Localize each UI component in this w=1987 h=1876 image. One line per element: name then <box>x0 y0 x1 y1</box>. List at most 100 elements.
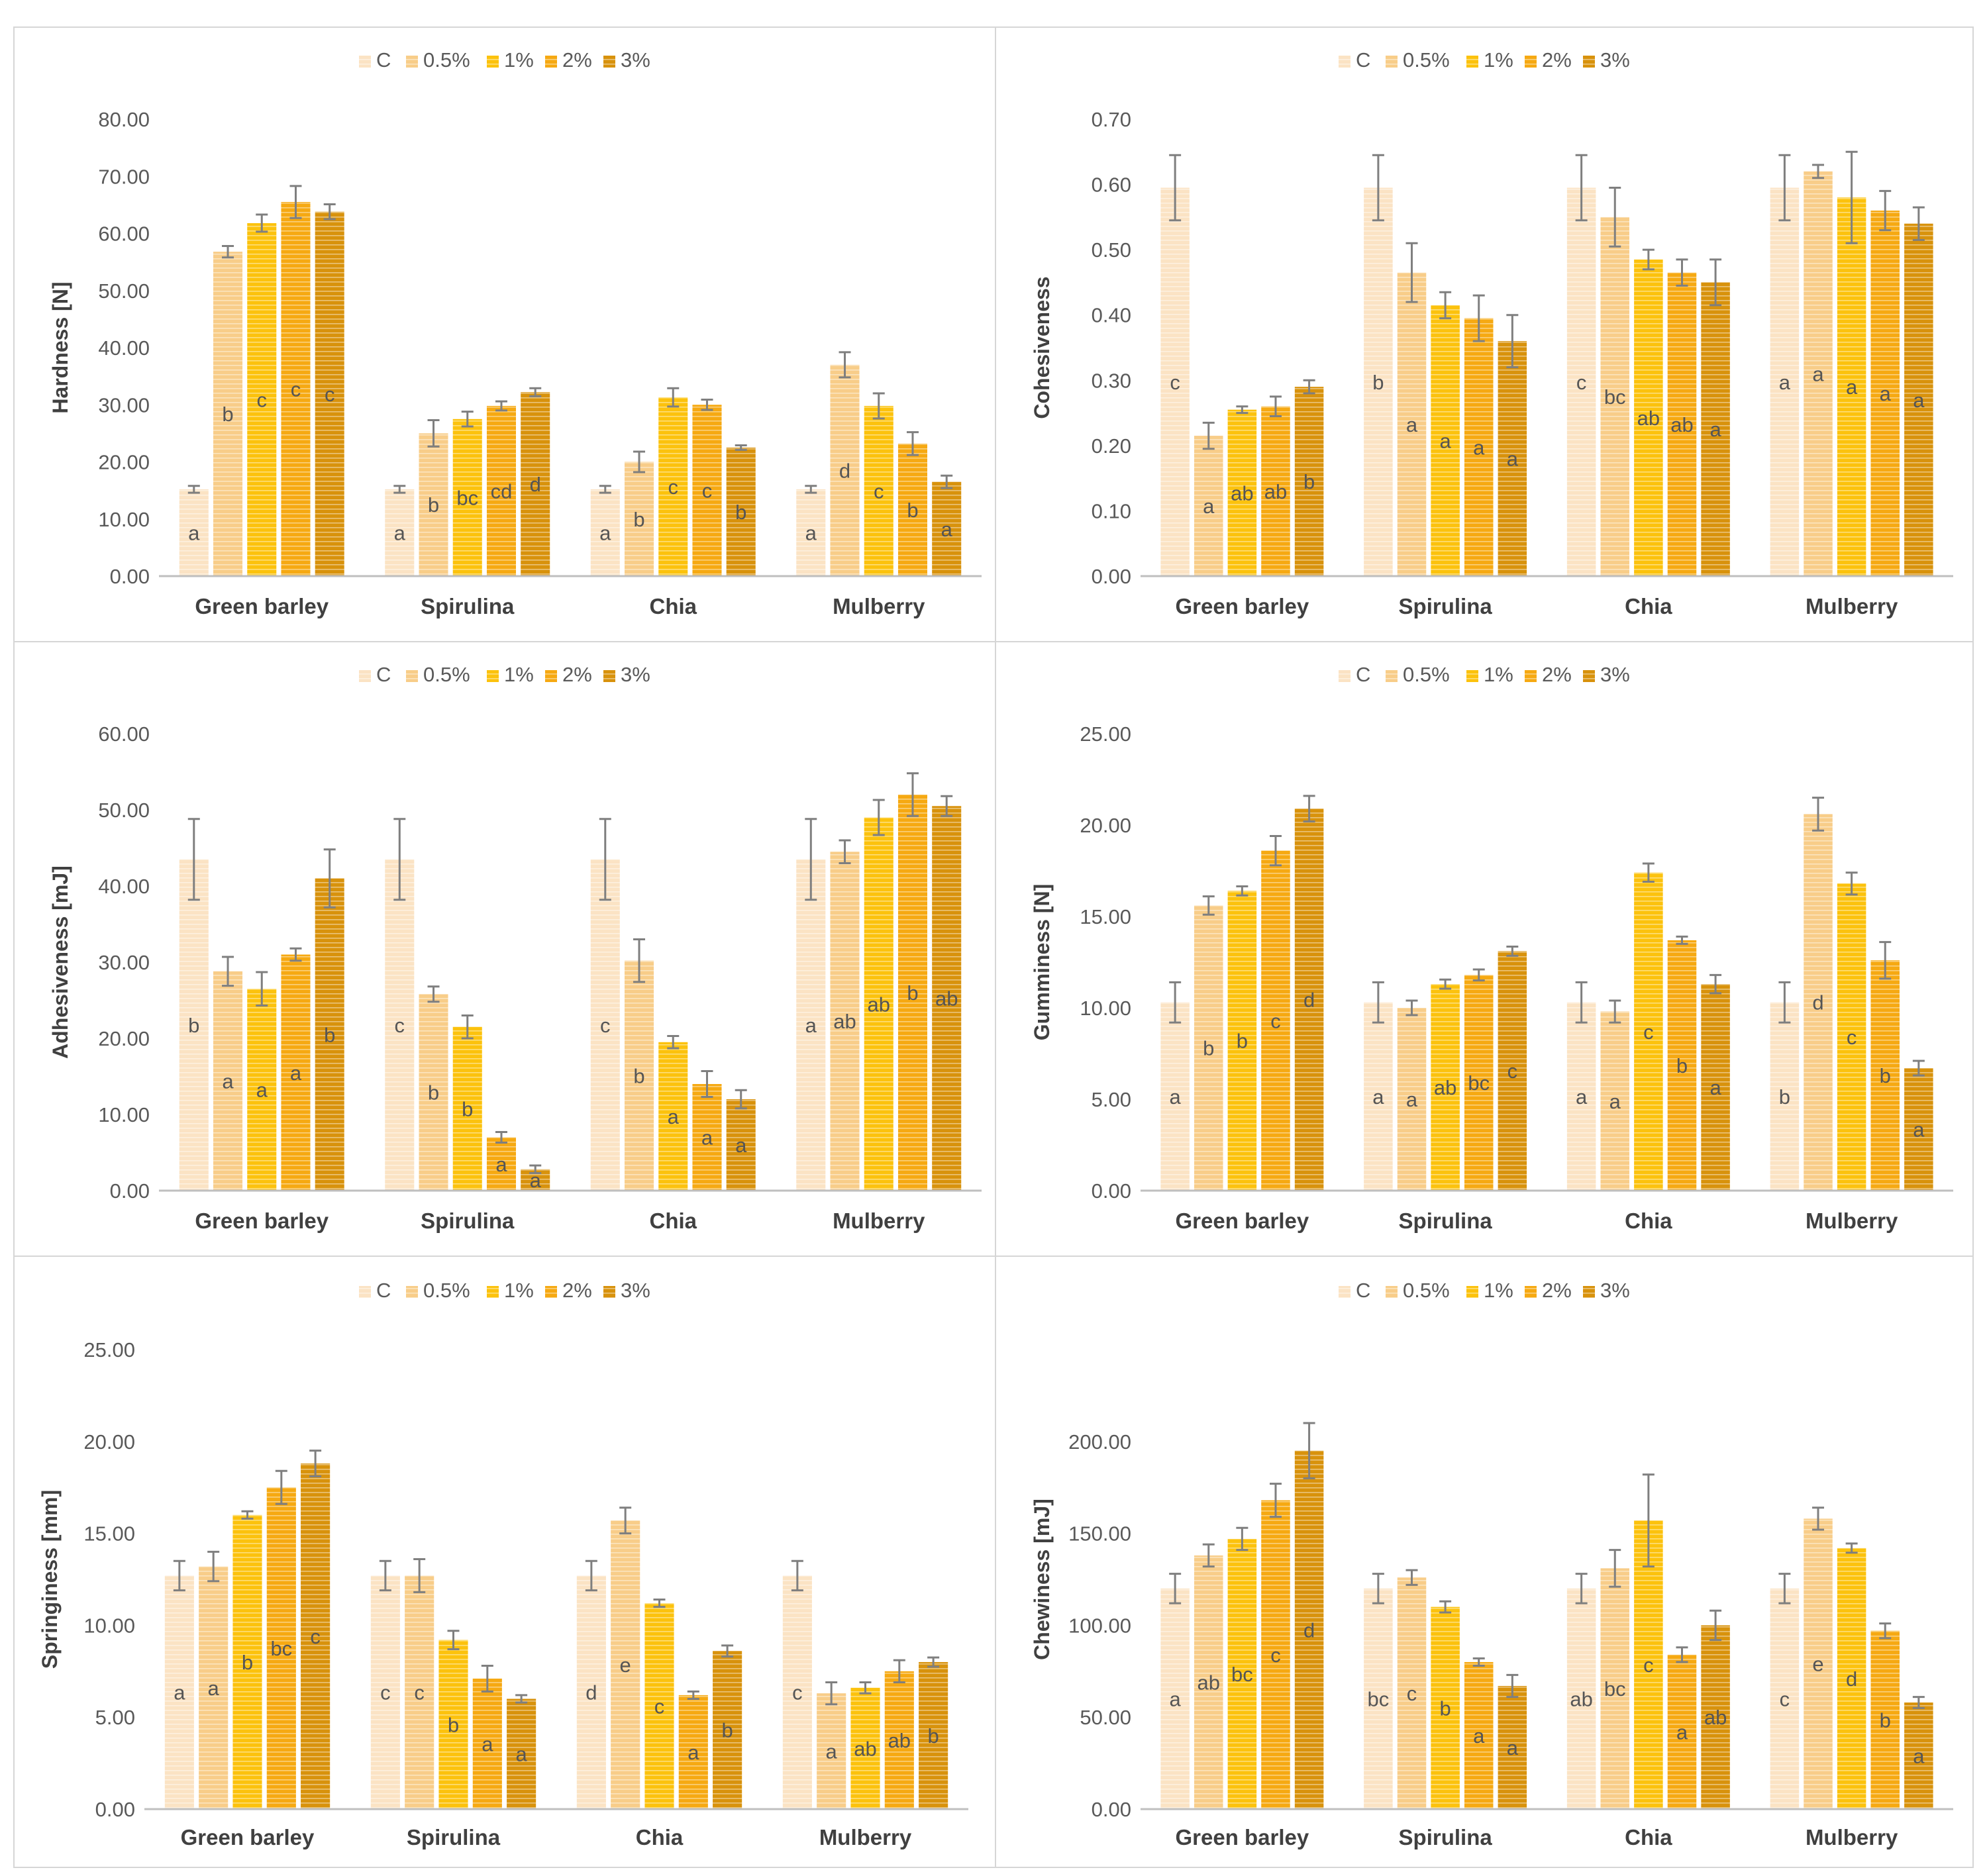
error-bar <box>1879 1622 1892 1640</box>
bar-mulberry-0-5pct <box>830 364 860 576</box>
bar-green-barley-0-5pct <box>213 252 243 576</box>
bar-green-barley-1pct <box>1227 891 1257 1191</box>
significance-letter: a <box>256 1079 268 1102</box>
significance-letter: a <box>668 1105 680 1128</box>
significance-letter: c <box>1270 1644 1281 1667</box>
bar-green-barley-1pct <box>247 222 277 577</box>
significance-letter: ab <box>868 993 890 1016</box>
y-tick-label: 60.00 <box>98 722 150 746</box>
significance-letter: a <box>290 1061 302 1085</box>
legend-swatch <box>1386 1286 1398 1298</box>
error-bar <box>1845 871 1858 896</box>
error-bar <box>1236 1526 1248 1552</box>
error-bar <box>1575 1573 1588 1604</box>
error-bar <box>701 1069 713 1099</box>
significance-letter: a <box>174 1681 185 1704</box>
error-bar <box>1506 1673 1519 1699</box>
bar-spirulina-1pct <box>452 419 482 576</box>
category-label-chia: Chia <box>649 1209 697 1233</box>
bar-mulberry-2pct <box>884 1671 914 1809</box>
legend-swatch <box>487 670 499 682</box>
bar-mulberry-2pct <box>1870 1630 1900 1809</box>
bar-mulberry-1pct <box>1837 1548 1866 1809</box>
significance-letter: a <box>1709 1076 1721 1099</box>
chart-hardness: 0.00 10.00 20.00 30.00 40.00 50.00 60.00 70.00 8… <box>48 48 982 618</box>
y-tick-label: 0.00 <box>95 1798 135 1821</box>
category-label-mulberry: Mulberry <box>819 1825 912 1850</box>
error-bar <box>1879 941 1892 980</box>
error-bar <box>701 398 713 411</box>
error-bar <box>1676 258 1688 287</box>
bar-chia-3pct <box>1701 1625 1730 1809</box>
y-tick-label: 10.00 <box>98 508 150 531</box>
legend-label: 1% <box>504 663 534 686</box>
significance-letter: a <box>1406 1088 1418 1111</box>
error-bar <box>1405 1569 1418 1586</box>
error-bar <box>1778 981 1791 1024</box>
significance-letter: ab <box>1637 407 1660 430</box>
error-bar <box>1169 1573 1182 1604</box>
significance-letter: ab <box>1231 481 1253 505</box>
error-bar <box>1405 999 1418 1016</box>
significance-letter: ab <box>888 1729 911 1752</box>
legend-label: 2% <box>562 1279 592 1302</box>
error-bar <box>1372 1573 1384 1604</box>
bar-chia-c <box>590 489 620 576</box>
legend-item-2pct: 2% <box>1525 663 1572 686</box>
significance-letter: c <box>1576 371 1587 394</box>
legend-item-1pct: 1% <box>1466 48 1513 72</box>
error-bar <box>495 400 507 412</box>
panel-adhesiveness: 0.00 10.00 20.00 30.00 40.00 50.00 60.00 Adhesi… <box>13 641 996 1257</box>
legend-swatch <box>1525 1286 1537 1298</box>
error-bar <box>872 799 885 836</box>
error-bar <box>1439 1600 1452 1614</box>
bar-chia-3pct <box>726 447 756 576</box>
significance-letter: ab <box>1197 1671 1220 1694</box>
legend-swatch <box>487 1286 499 1298</box>
error-bar <box>1202 421 1215 450</box>
significance-letter: c <box>325 383 335 406</box>
error-bar <box>393 818 406 901</box>
y-axis-title: Hardness [N] <box>48 281 72 413</box>
legend-label: C <box>1356 663 1370 686</box>
category-label-green-barley: Green barley <box>1175 594 1309 618</box>
bar-green-barley-3pct <box>315 211 344 577</box>
legend-label: C <box>376 1279 391 1302</box>
significance-letter: a <box>1913 1118 1925 1142</box>
error-bar <box>1372 981 1384 1024</box>
legend-label: C <box>376 48 391 72</box>
significance-letter: a <box>688 1741 699 1764</box>
legend-item-0-5pct: 0.5% <box>406 48 470 72</box>
error-bar <box>1912 1060 1925 1077</box>
category-label-mulberry: Mulberry <box>1806 594 1898 618</box>
legend-label: 2% <box>1542 1279 1572 1302</box>
bar-green-barley-2pct <box>1261 850 1290 1191</box>
significance-letter: a <box>1609 1090 1621 1113</box>
significance-letter: ab <box>1264 480 1287 503</box>
bar-spirulina-1pct <box>438 1640 468 1809</box>
legend-item-0-5pct: 0.5% <box>406 663 470 686</box>
significance-letter: bc <box>1604 1677 1626 1701</box>
legend-label: 0.5% <box>423 1279 470 1302</box>
significance-letter: c <box>874 479 884 503</box>
significance-letter: d <box>1812 991 1823 1014</box>
significance-letter: b <box>1676 1054 1688 1077</box>
bar-mulberry-c <box>782 1575 812 1809</box>
y-tick-label: 0.50 <box>1092 238 1131 262</box>
bar-chia-1pct <box>1634 1520 1663 1809</box>
bar-chia-2pct <box>1667 940 1697 1191</box>
error-bar <box>187 818 200 901</box>
y-tick-label: 0.00 <box>110 1179 150 1203</box>
y-tick-label: 15.00 <box>1080 905 1131 928</box>
legend-swatch <box>1525 670 1537 682</box>
significance-letter: b <box>222 403 233 426</box>
bar-spirulina-3pct <box>1498 1686 1527 1809</box>
y-tick-label: 10.00 <box>83 1614 135 1637</box>
category-label-chia: Chia <box>1625 594 1672 618</box>
significance-letter: d <box>1303 989 1315 1012</box>
bar-spirulina-3pct <box>1498 951 1527 1191</box>
error-bar <box>893 1659 905 1683</box>
bar-green-barley-3pct <box>301 1463 331 1809</box>
error-bar <box>413 1557 426 1593</box>
